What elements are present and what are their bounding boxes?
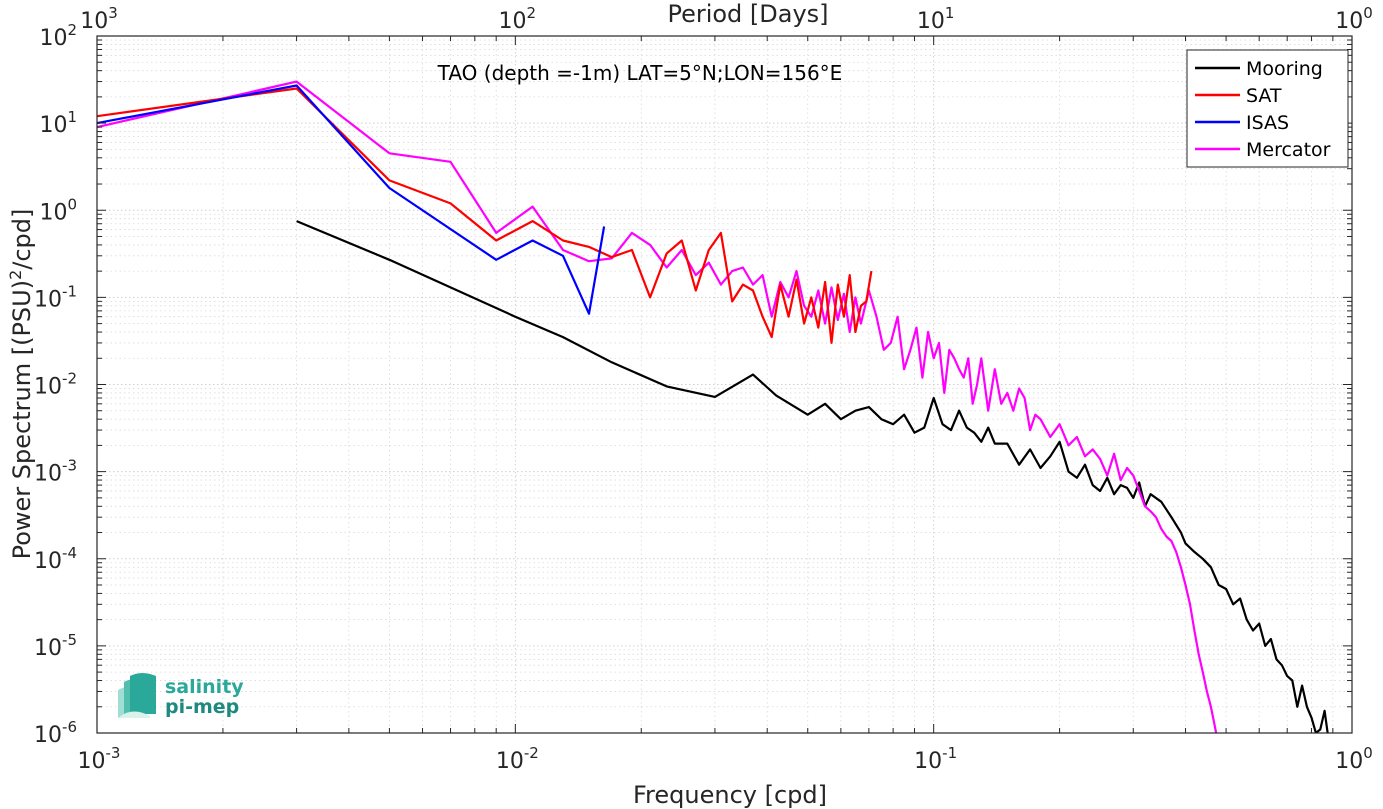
- y-axis-label-main: Power Spectrum [(PSU): [8, 280, 36, 559]
- x-tick-label-exp: -3: [106, 744, 121, 762]
- y-tick-label: 100: [39, 195, 77, 225]
- series-layer: [97, 80, 1329, 733]
- major-grid: [96, 35, 1353, 734]
- legend-label-sat: SAT: [1246, 85, 1282, 107]
- y-tick-label: 10-4: [34, 544, 77, 574]
- x-tick-label-base: 10: [914, 749, 942, 774]
- top-tick-label: 102: [499, 4, 537, 34]
- top-tick-label: 103: [80, 4, 118, 34]
- y-tick-label-exp: -3: [62, 457, 77, 475]
- top-tick-label-exp: 3: [108, 4, 118, 22]
- x-tick-label-exp: -2: [524, 744, 539, 762]
- top-tick-label-base: 10: [1335, 9, 1363, 34]
- y-tick-label-base: 10: [34, 636, 62, 661]
- x-tick-label-base: 10: [78, 749, 106, 774]
- x-tick-label-base: 10: [1335, 749, 1363, 774]
- y-tick-label: 101: [39, 108, 77, 138]
- y-tick-label: 10-3: [34, 457, 77, 487]
- legend-label-mooring: Mooring: [1246, 58, 1323, 80]
- top-tick-label-exp: 2: [527, 4, 537, 22]
- series-line-sat: [97, 87, 873, 344]
- y-tick-label-base: 10: [39, 113, 67, 138]
- y-tick-label-exp: -6: [62, 718, 77, 736]
- salinity-pi-mep-logo: salinity pi-mep: [118, 673, 244, 718]
- logo-mark-icon: [118, 673, 156, 718]
- logo-line2: pi-mep: [165, 696, 239, 718]
- y-tick-label-exp: -1: [62, 282, 77, 300]
- legend-box: [1186, 49, 1349, 168]
- x-tick-label: 10-1: [914, 744, 957, 774]
- x-tick-label-exp: -1: [942, 744, 957, 762]
- x-tick-label: 100: [1335, 744, 1373, 774]
- y-axis-label-sup: 2: [6, 270, 25, 280]
- y-tick-label: 10-6: [34, 718, 77, 748]
- top-tick-label-exp: 1: [945, 4, 955, 22]
- top-tick-label-base: 10: [917, 9, 945, 34]
- y-tick-label-exp: 1: [67, 108, 77, 126]
- y-tick-label: 10-1: [34, 282, 77, 312]
- y-tick-label-exp: -2: [62, 370, 77, 388]
- y-tick-label-base: 10: [39, 26, 67, 51]
- series-line-mooring: [296, 220, 1329, 733]
- x-axis-label: Frequency [cpd]: [633, 781, 827, 809]
- chart-title: TAO (depth =-1m) LAT=5°N;LON=156°E: [437, 61, 843, 85]
- minor-grid: [97, 36, 1352, 733]
- legend: Mooring SAT ISAS Mercator: [1186, 49, 1349, 168]
- y-tick-label-base: 10: [34, 462, 62, 487]
- top-tick-label: 101: [917, 4, 955, 34]
- y-axis-label-tail: /cpd]: [8, 209, 36, 270]
- series-line-mercator: [97, 80, 1218, 733]
- x-tick-label-base: 10: [496, 749, 524, 774]
- top-tick-label-base: 10: [499, 9, 527, 34]
- x-tick-label-exp: 0: [1363, 744, 1373, 762]
- y-tick-label-exp: -4: [62, 544, 77, 562]
- top-tick-label-exp: 0: [1363, 4, 1373, 22]
- y-tick-label-base: 10: [34, 375, 62, 400]
- series-line-isas: [97, 84, 606, 315]
- x-tick-label: 10-2: [496, 744, 539, 774]
- y-tick-label-base: 10: [34, 287, 62, 312]
- y-tick-label: 102: [39, 21, 77, 51]
- logo-line1: salinity: [165, 676, 244, 698]
- y-tick-label-exp: 2: [67, 21, 77, 39]
- x-tick-label: 10-3: [78, 744, 121, 774]
- tick-marks: [96, 35, 1353, 734]
- y-axis-label: Power Spectrum [(PSU)2/cpd]: [6, 209, 36, 560]
- y-tick-label-exp: -5: [62, 631, 77, 649]
- y-tick-label-base: 10: [34, 549, 62, 574]
- top-axis-label: Period [Days]: [667, 0, 828, 28]
- y-tick-label-exp: 0: [67, 195, 77, 213]
- top-tick-label-base: 10: [80, 9, 108, 34]
- legend-label-isas: ISAS: [1246, 112, 1289, 134]
- y-tick-label-base: 10: [39, 200, 67, 225]
- y-tick-label: 10-5: [34, 631, 77, 661]
- y-tick-label-base: 10: [34, 723, 62, 748]
- top-tick-label: 100: [1335, 4, 1373, 34]
- y-tick-label: 10-2: [34, 370, 77, 400]
- legend-label-mercator: Mercator: [1246, 139, 1331, 161]
